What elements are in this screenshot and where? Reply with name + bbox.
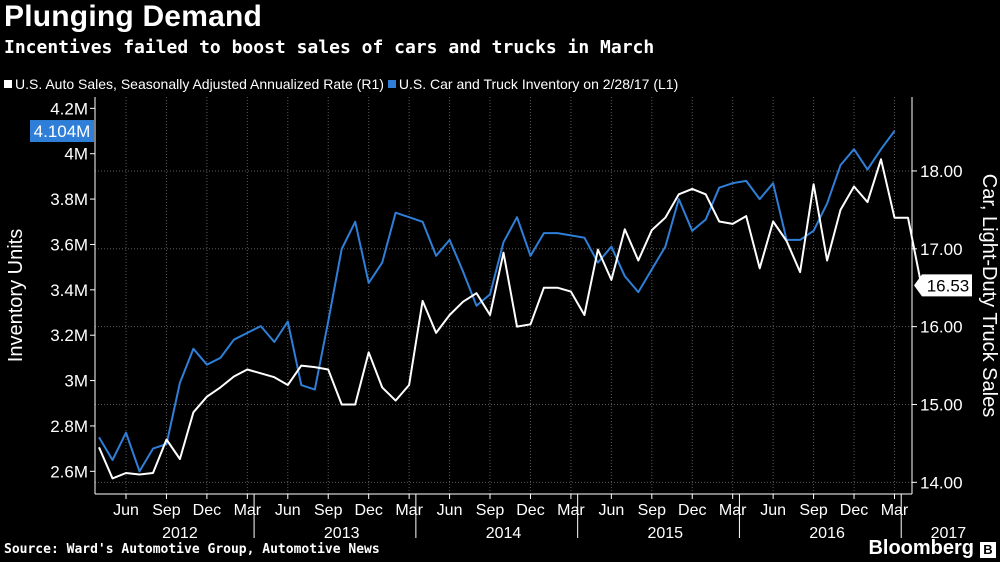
legend-label-sales: U.S. Auto Sales, Seasonally Adjusted Ann… [15, 76, 384, 92]
year-label-1: 2013 [324, 525, 360, 542]
x-tick-label-14: Dec [678, 502, 706, 519]
legend-item-sales: U.S. Auto Sales, Seasonally Adjusted Ann… [4, 76, 384, 92]
last-value-box-sales [914, 274, 972, 297]
source-note: Source: Ward's Automotive Group, Automot… [4, 542, 380, 557]
right-axis-title: Car, Light-Duty Truck Sales [978, 174, 1000, 417]
right-tick-label-4: 18.00 [920, 162, 963, 181]
last-value-box-inventory [30, 120, 94, 143]
axis-layer: 2.6M 2.8M 3M 3.2M 3.4M 3.6M 3.8M 4M 4.2M 14.00 15.… [5, 97, 1000, 542]
legend-swatch-inventory [387, 80, 396, 88]
series-line-inventory [98, 130, 896, 473]
year-label-0: 2012 [162, 525, 198, 542]
legend: U.S. Auto Sales, Seasonally Adjusted Ann… [4, 76, 682, 92]
x-tick-label-2: Dec [193, 502, 221, 519]
year-label-2: 2014 [486, 525, 522, 542]
left-axis-title: Inventory Units [5, 229, 27, 362]
x-tick-label-5: Sep [314, 502, 343, 519]
x-tick-label-10: Dec [516, 502, 544, 519]
label-layer: 4.104M 16.53 [30, 120, 972, 297]
x-tick-label-12: Jun [598, 502, 624, 519]
last-value-label-sales: 16.53 [927, 276, 970, 295]
x-tick-label-1: Sep [152, 502, 181, 519]
x-tick-label-17: Sep [799, 502, 828, 519]
bloomberg-logo-text: Bloomberg [868, 537, 974, 559]
x-tick-label-3: Mar [234, 502, 262, 519]
series-layer [98, 130, 923, 480]
right-tick-label-1: 15.00 [920, 395, 963, 414]
right-tick-label-3: 17.00 [920, 240, 963, 259]
x-tick-label-18: Dec [840, 502, 868, 519]
legend-label-inventory: U.S. Car and Truck Inventory on 2/28/17 … [398, 76, 679, 92]
x-tick-label-15: Mar [719, 502, 747, 519]
left-tick-label-7: 4M [64, 145, 88, 164]
last-value-label-inventory: 4.104M [34, 122, 91, 141]
left-tick-label-6: 3.8M [50, 190, 88, 209]
right-tick-label-0: 14.00 [920, 473, 963, 492]
x-tick-label-6: Dec [354, 502, 382, 519]
x-tick-label-16: Jun [760, 502, 786, 519]
x-tick-label-4: Jun [275, 502, 301, 519]
left-tick-label-5: 3.6M [50, 235, 88, 254]
x-tick-label-8: Jun [437, 502, 463, 519]
x-tick-label-13: Sep [638, 502, 667, 519]
series-line-sales [98, 158, 923, 480]
legend-item-inventory: U.S. Car and Truck Inventory on 2/28/17 … [387, 76, 679, 92]
legend-swatch-sales [4, 80, 12, 88]
x-tick-label-11: Mar [557, 502, 585, 519]
x-tick-label-0: Jun [113, 502, 139, 519]
grid-layer [95, 97, 912, 494]
left-tick-label-2: 3M [64, 372, 88, 391]
left-tick-label-1: 2.8M [50, 417, 88, 436]
year-label-3: 2015 [647, 525, 683, 542]
left-tick-label-4: 3.4M [50, 281, 88, 300]
left-tick-label-0: 2.6M [50, 462, 88, 481]
x-tick-label-19: Mar [881, 502, 909, 519]
left-tick-label-8: 4.2M [50, 99, 88, 118]
chart-subtitle: Incentives failed to boost sales of cars… [4, 37, 655, 58]
year-label-4: 2016 [809, 525, 845, 542]
x-tick-label-9: Sep [476, 502, 505, 519]
x-tick-label-7: Mar [395, 502, 423, 519]
right-tick-label-2: 16.00 [920, 318, 963, 337]
chart-title: Plunging Demand [4, 0, 262, 33]
left-tick-label-3: 3.2M [50, 326, 88, 345]
bloomberg-logo-icon: B [980, 542, 996, 558]
